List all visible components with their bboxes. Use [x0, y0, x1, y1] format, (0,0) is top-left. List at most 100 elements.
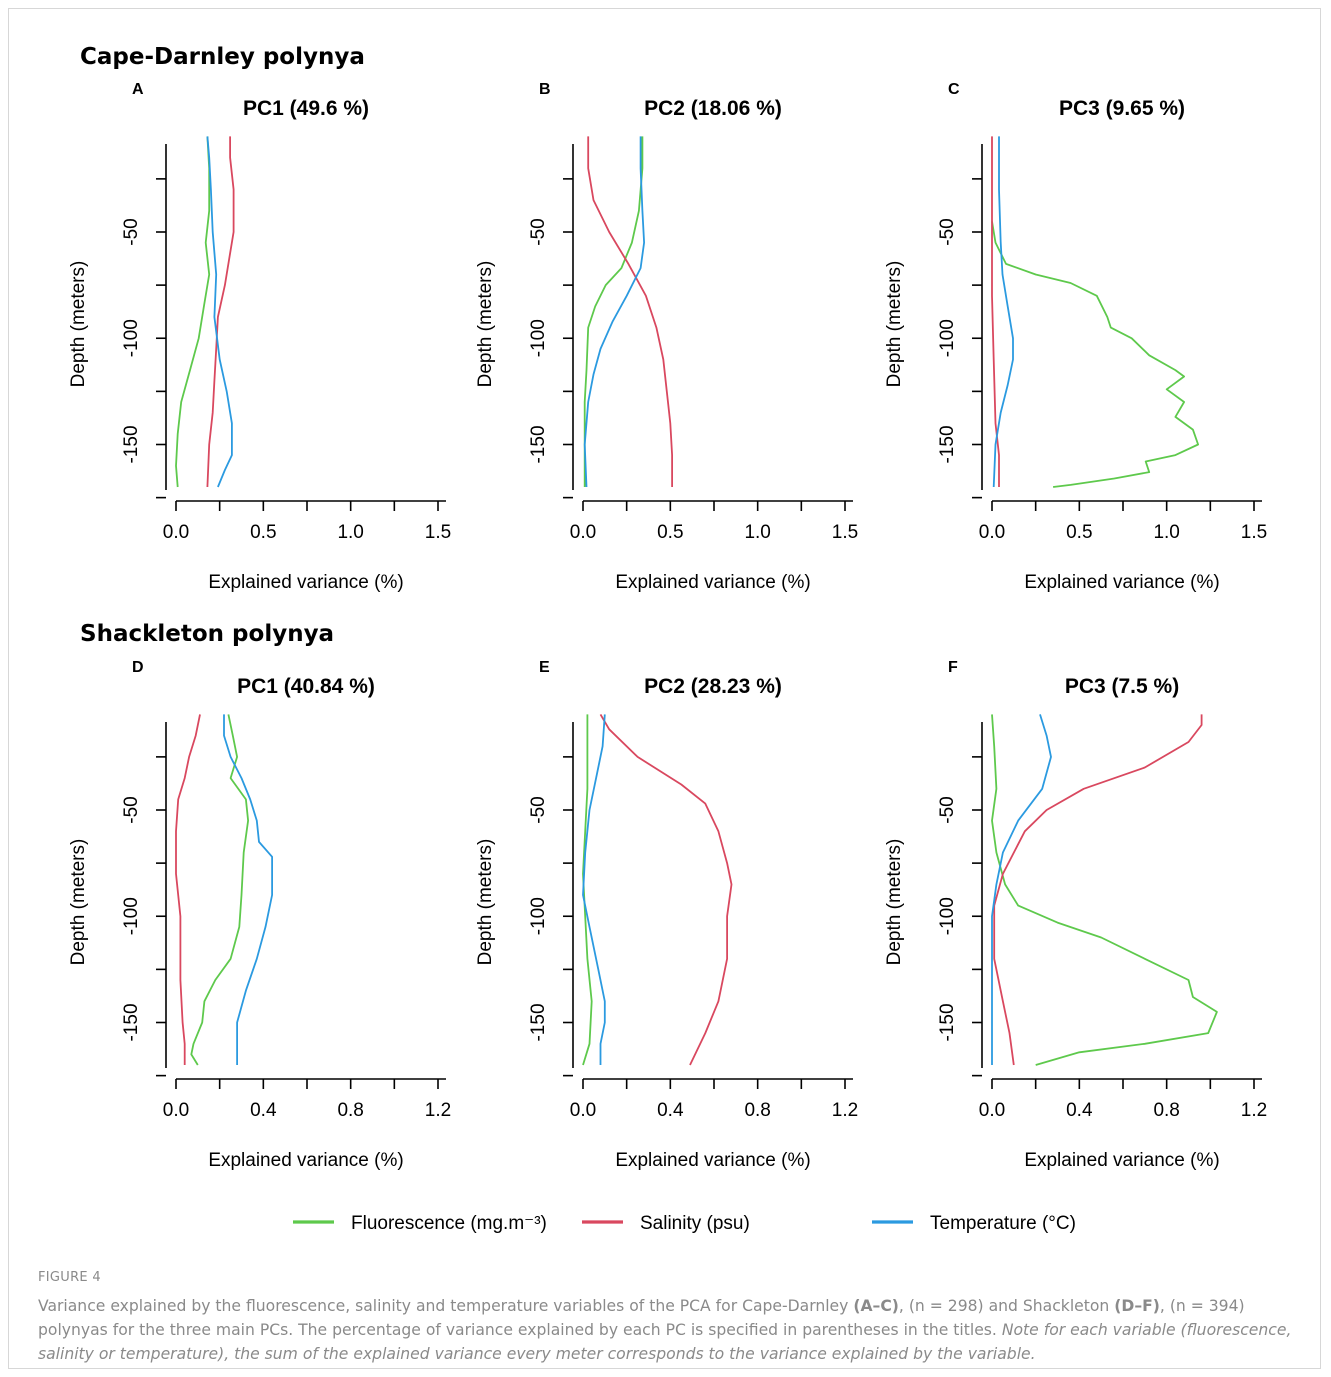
- section-title-shackleton: Shackleton polynya: [80, 621, 334, 647]
- x-tick-label: 1.2: [832, 1100, 858, 1121]
- series-temperature: [991, 714, 1052, 1065]
- series-salinity: [599, 713, 733, 1066]
- x-axis-label: Explained variance (%): [1024, 572, 1219, 593]
- series-fluorescence: [991, 221, 1199, 488]
- y-tick-label: -50: [937, 218, 958, 245]
- x-tick-label: 0.0: [570, 522, 596, 543]
- x-tick-label: 0.5: [657, 522, 683, 543]
- x-tick-label: 0.0: [163, 1100, 189, 1121]
- x-tick-label: 0.4: [1066, 1100, 1093, 1121]
- chart-panel-e: E PC2 (28.23 %) 0.0 0.4 0.8 1.2 -50 -100 -150 Exp…: [475, 659, 858, 1171]
- panel-title: PC3 (7.5 %): [1065, 675, 1179, 698]
- y-tick-label: -150: [528, 1003, 549, 1041]
- y-axis-label: Depth (meters): [475, 839, 496, 966]
- y-tick-label: -150: [528, 425, 549, 463]
- y-tick-label: -100: [121, 897, 142, 935]
- chart-panel-d: D PC1 (40.84 %) 0.0 0.4 0.8 1.2 -50 -100 -150 Exp…: [68, 659, 451, 1171]
- x-tick-label: 1.5: [832, 522, 858, 543]
- caption-label: FIGURE 4: [38, 1270, 101, 1285]
- x-tick-label: 0.0: [163, 522, 189, 543]
- series-temperature: [992, 136, 1014, 488]
- y-tick-label: -50: [121, 796, 142, 823]
- chart-panel-a: A PC1 (49.6 %) 0.0 0.5 1.0 1.5 -50 -100 -150 Expl…: [68, 81, 451, 593]
- series-fluorescence: [582, 714, 593, 1066]
- y-axis-label: Depth (meters): [884, 261, 905, 388]
- y-tick-label: -100: [937, 319, 958, 357]
- legend-item-salinity: Salinity (psu): [582, 1213, 750, 1234]
- x-tick-label: 1.0: [1153, 522, 1179, 543]
- y-tick-label: -150: [121, 1003, 142, 1041]
- x-tick-label: 0.0: [979, 1100, 1005, 1121]
- panel-title: PC2 (18.06 %): [644, 97, 782, 120]
- x-tick-label: 0.4: [657, 1100, 684, 1121]
- x-tick-label: 0.0: [570, 1100, 596, 1121]
- legend-item-temperature: Temperature (°C): [872, 1213, 1076, 1234]
- x-tick-label: 0.8: [1153, 1100, 1179, 1121]
- chart-panel-b: B PC2 (18.06 %) 0.0 0.5 1.0 1.5 -50 -100 -150 Exp…: [475, 81, 858, 593]
- legend-label: Salinity (psu): [640, 1213, 750, 1234]
- chart-panel-f: F PC3 (7.5 %) 0.0 0.4 0.8 1.2 -50 -100 -150 Expla…: [884, 659, 1267, 1171]
- y-tick-label: -100: [937, 897, 958, 935]
- caption-text-run: , (n = 394) polynyas for the three main …: [38, 1297, 1245, 1339]
- panel-letter: C: [948, 81, 960, 98]
- panel-letter: A: [132, 81, 144, 98]
- series-fluorescence: [583, 136, 644, 487]
- series-salinity: [993, 714, 1203, 1066]
- x-axis-label: Explained variance (%): [208, 572, 403, 593]
- series-temperature: [583, 136, 645, 488]
- x-tick-label: 1.5: [1241, 522, 1267, 543]
- section-title-cape-darnley: Cape-Darnley polynya: [80, 44, 365, 70]
- y-tick-label: -100: [121, 319, 142, 357]
- y-tick-label: -100: [528, 897, 549, 935]
- y-axis-label: Depth (meters): [475, 261, 496, 388]
- legend-label: Temperature (°C): [930, 1213, 1076, 1234]
- series-temperature: [582, 714, 606, 1065]
- x-axis-label: Explained variance (%): [1024, 1150, 1219, 1171]
- series-fluorescence: [175, 136, 211, 488]
- y-axis-label: Depth (meters): [68, 839, 89, 966]
- panel-title: PC2 (28.23 %): [644, 675, 782, 698]
- panel-letter: E: [539, 659, 550, 676]
- legend-label: Fluorescence (mg.m⁻³): [351, 1213, 547, 1234]
- y-tick-label: -50: [528, 218, 549, 245]
- y-tick-label: -150: [937, 1003, 958, 1041]
- x-tick-label: 0.0: [979, 522, 1005, 543]
- panel-letter: F: [948, 659, 958, 676]
- x-tick-label: 1.5: [425, 522, 451, 543]
- x-axis-label: Explained variance (%): [615, 572, 810, 593]
- x-axis-label: Explained variance (%): [208, 1150, 403, 1171]
- series-temperature: [206, 136, 233, 488]
- legend: Fluorescence (mg.m⁻³) Salinity (psu) Tempe…: [293, 1213, 1076, 1234]
- figure-frame: [8, 8, 1321, 1369]
- series-salinity: [587, 136, 673, 487]
- caption-text-run: , (n = 298) and Shackleton: [898, 1297, 1115, 1315]
- x-tick-label: 1.2: [425, 1100, 451, 1121]
- y-axis-label: Depth (meters): [68, 261, 89, 388]
- panel-title: PC1 (40.84 %): [237, 675, 375, 698]
- y-tick-label: -150: [937, 425, 958, 463]
- y-axis-label: Depth (meters): [884, 839, 905, 966]
- x-tick-label: 0.8: [744, 1100, 770, 1121]
- x-tick-label: 0.4: [250, 1100, 277, 1121]
- chart-panel-c: C PC3 (9.65 %) 0.0 0.5 1.0 1.5 -50 -100 -150 Expl…: [884, 81, 1267, 593]
- x-tick-label: 0.5: [250, 522, 276, 543]
- y-tick-label: -50: [937, 796, 958, 823]
- series-temperature: [223, 714, 274, 1065]
- caption-text-run: (A–C): [853, 1297, 899, 1315]
- y-tick-label: -150: [121, 425, 142, 463]
- panel-title: PC3 (9.65 %): [1059, 97, 1185, 120]
- chart-panels: A PC1 (49.6 %) 0.0 0.5 1.0 1.5 -50 -100 -150 Expl…: [68, 81, 1267, 1171]
- x-axis-label: Explained variance (%): [615, 1150, 810, 1171]
- y-tick-label: -50: [528, 796, 549, 823]
- legend-item-fluorescence: Fluorescence (mg.m⁻³): [293, 1213, 547, 1234]
- panel-letter: B: [539, 81, 551, 98]
- y-tick-label: -100: [528, 319, 549, 357]
- series-salinity: [206, 136, 235, 488]
- caption-body: Variance explained by the fluorescence, …: [38, 1294, 1308, 1366]
- figure-caption: FIGURE 4 Variance explained by the fluor…: [38, 1266, 1308, 1366]
- series-fluorescence: [190, 714, 250, 1066]
- series-fluorescence: [991, 714, 1218, 1066]
- panel-letter: D: [132, 659, 144, 676]
- x-tick-label: 1.2: [1241, 1100, 1267, 1121]
